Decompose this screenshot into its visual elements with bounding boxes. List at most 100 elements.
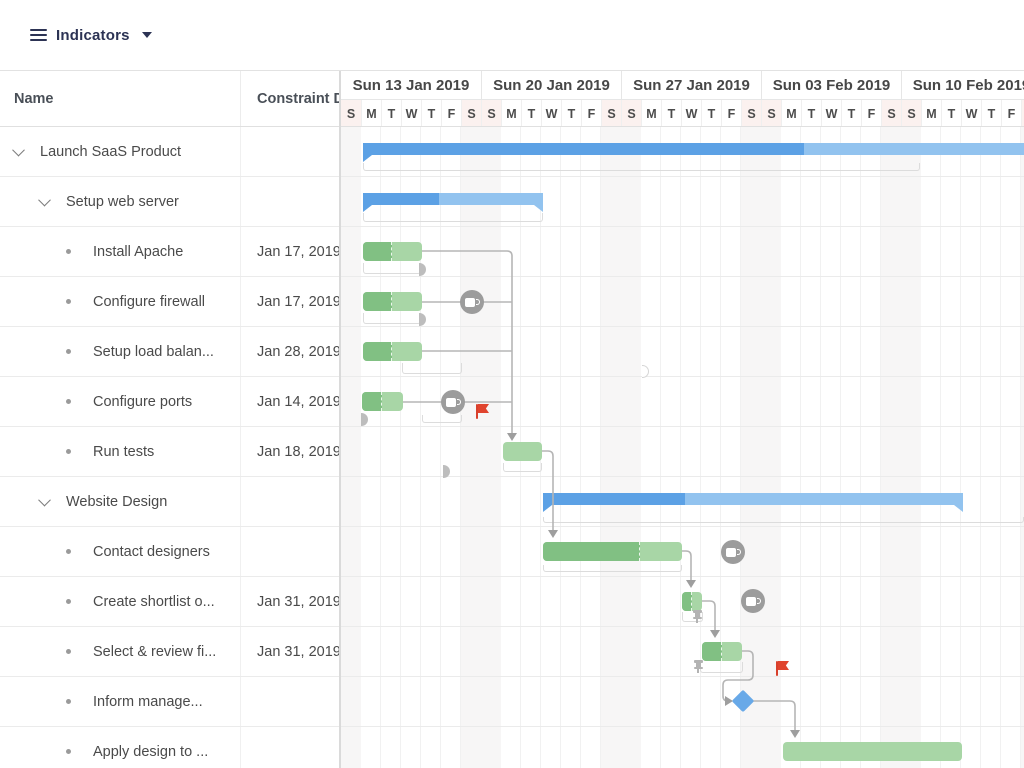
constraint-date-cell[interactable] — [240, 177, 339, 226]
chevron-down-icon[interactable] — [38, 493, 51, 507]
table-row[interactable]: Launch SaaS Product — [0, 127, 339, 177]
chart-row[interactable] — [341, 427, 1024, 477]
table-row[interactable]: Select & review fi... Jan 31, 2019 — [0, 627, 339, 677]
constraint-date-cell[interactable]: Jan 18, 2019 — [240, 427, 339, 476]
day-header-cell[interactable]: M — [921, 100, 941, 126]
chart-row[interactable] — [341, 127, 1024, 177]
week-header-cell[interactable]: Sun 03 Feb 2019 — [761, 71, 901, 99]
day-header-cell[interactable]: F — [581, 100, 601, 126]
day-header-cell[interactable]: S — [741, 100, 761, 126]
day-header-cell[interactable]: M — [501, 100, 521, 126]
parent-task-bar[interactable] — [543, 493, 963, 512]
chart-row[interactable] — [341, 477, 1024, 527]
day-header-cell[interactable]: W — [401, 100, 421, 126]
day-header-cell[interactable]: F — [721, 100, 741, 126]
task-bar[interactable] — [363, 242, 422, 261]
chart-row[interactable] — [341, 327, 1024, 377]
table-row[interactable]: Apply design to ... — [0, 727, 339, 768]
chart-row[interactable] — [341, 377, 1024, 427]
chevron-down-icon[interactable] — [38, 193, 51, 207]
constraint-date-cell[interactable] — [240, 127, 339, 176]
chevron-down-icon[interactable] — [12, 143, 25, 157]
day-header-cell[interactable]: T — [521, 100, 541, 126]
chart-row[interactable] — [341, 177, 1024, 227]
parent-task-bar[interactable] — [363, 193, 543, 212]
task-name-cell[interactable]: Setup web server — [0, 177, 240, 226]
day-header-cell[interactable]: S — [601, 100, 621, 126]
day-header-cell[interactable]: S — [461, 100, 481, 126]
day-header-cell[interactable]: T — [841, 100, 861, 126]
task-name-cell[interactable]: Inform manage... — [0, 677, 240, 726]
week-header-cell[interactable]: Sun 10 Feb 2019 — [901, 71, 1024, 99]
task-bar[interactable] — [543, 542, 682, 561]
constraint-date-cell[interactable] — [240, 477, 339, 526]
chart-row[interactable] — [341, 227, 1024, 277]
table-row[interactable]: Setup load balan... Jan 28, 2019 — [0, 327, 339, 377]
constraint-date-column-header[interactable]: Constraint D — [240, 71, 339, 126]
day-header-cell[interactable]: F — [861, 100, 881, 126]
task-name-cell[interactable]: Launch SaaS Product — [0, 127, 240, 176]
day-header-cell[interactable]: T — [421, 100, 441, 126]
day-header-cell[interactable]: S — [481, 100, 501, 126]
table-row[interactable]: Run tests Jan 18, 2019 — [0, 427, 339, 477]
task-name-cell[interactable]: Configure ports — [0, 377, 240, 426]
day-header-cell[interactable]: S — [621, 100, 641, 126]
day-header-cell[interactable]: T — [381, 100, 401, 126]
task-name-cell[interactable]: Configure firewall — [0, 277, 240, 326]
task-name-cell[interactable]: Apply design to ... — [0, 727, 240, 768]
day-header-cell[interactable]: T — [801, 100, 821, 126]
day-header-cell[interactable]: T — [941, 100, 961, 126]
chart-row[interactable] — [341, 677, 1024, 727]
name-column-header[interactable]: Name — [14, 90, 54, 107]
constraint-date-cell[interactable] — [240, 527, 339, 576]
day-header-cell[interactable]: M — [641, 100, 661, 126]
table-row[interactable]: Create shortlist o... Jan 31, 2019 — [0, 577, 339, 627]
task-bar[interactable] — [682, 592, 702, 611]
chart-row[interactable] — [341, 627, 1024, 677]
table-row[interactable]: Configure ports Jan 14, 2019 — [0, 377, 339, 427]
constraint-date-cell[interactable]: Jan 31, 2019 — [240, 577, 339, 626]
task-name-cell[interactable]: Install Apache — [0, 227, 240, 276]
indicators-menu-button[interactable]: Indicators — [30, 27, 152, 44]
table-row[interactable]: Inform manage... — [0, 677, 339, 727]
table-row[interactable]: Configure firewall Jan 17, 2019 — [0, 277, 339, 327]
constraint-date-cell[interactable]: Jan 17, 2019 — [240, 227, 339, 276]
day-header-cell[interactable]: F — [441, 100, 461, 126]
constraint-date-cell[interactable]: Jan 17, 2019 — [240, 277, 339, 326]
task-name-cell[interactable]: Run tests — [0, 427, 240, 476]
day-header-cell[interactable]: S — [901, 100, 921, 126]
day-header-cell[interactable]: S — [761, 100, 781, 126]
table-row[interactable]: Install Apache Jan 17, 2019 — [0, 227, 339, 277]
week-header-cell[interactable]: Sun 20 Jan 2019 — [481, 71, 621, 99]
day-header-cell[interactable]: W — [681, 100, 701, 126]
task-bar[interactable] — [363, 292, 422, 311]
week-header-cell[interactable]: Sun 27 Jan 2019 — [621, 71, 761, 99]
chart-row[interactable] — [341, 527, 1024, 577]
task-name-cell[interactable]: Setup load balan... — [0, 327, 240, 376]
task-name-cell[interactable]: Website Design — [0, 477, 240, 526]
table-row[interactable]: Setup web server — [0, 177, 339, 227]
day-header-cell[interactable]: T — [701, 100, 721, 126]
parent-task-bar[interactable] — [363, 143, 1024, 162]
day-header-cell[interactable]: W — [821, 100, 841, 126]
task-name-cell[interactable]: Create shortlist o... — [0, 577, 240, 626]
constraint-date-cell[interactable]: Jan 28, 2019 — [240, 327, 339, 376]
day-header-cell[interactable]: W — [961, 100, 981, 126]
task-bar[interactable] — [783, 742, 962, 761]
day-header-cell[interactable]: S — [341, 100, 361, 126]
table-row[interactable]: Website Design — [0, 477, 339, 527]
day-header-cell[interactable]: W — [541, 100, 561, 126]
day-header-cell[interactable]: F — [1001, 100, 1021, 126]
day-header-cell[interactable]: M — [781, 100, 801, 126]
day-header-cell[interactable]: S — [1021, 100, 1024, 126]
constraint-date-cell[interactable]: Jan 31, 2019 — [240, 627, 339, 676]
task-bar[interactable] — [362, 392, 403, 411]
day-header-cell[interactable]: T — [561, 100, 581, 126]
task-bar[interactable] — [363, 342, 422, 361]
task-name-cell[interactable]: Contact designers — [0, 527, 240, 576]
constraint-date-cell[interactable]: Jan 14, 2019 — [240, 377, 339, 426]
task-bar[interactable] — [503, 442, 542, 461]
chart-row[interactable] — [341, 577, 1024, 627]
task-bar[interactable] — [702, 642, 742, 661]
constraint-date-cell[interactable] — [240, 677, 339, 726]
